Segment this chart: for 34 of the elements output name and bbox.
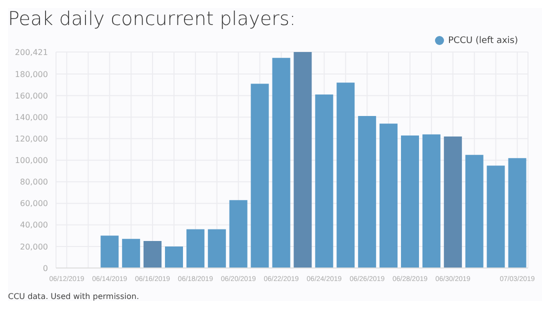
bar xyxy=(186,229,204,268)
y-tick-label: 160,000 xyxy=(14,91,48,100)
bar xyxy=(400,135,419,268)
bar xyxy=(144,241,162,268)
bar xyxy=(508,158,526,268)
text: CCU data. Used with permission. xyxy=(8,292,140,301)
bar xyxy=(208,229,226,268)
bar xyxy=(250,84,269,268)
bar xyxy=(100,236,119,268)
bar xyxy=(315,94,334,268)
bar xyxy=(380,124,398,268)
bar xyxy=(444,136,462,268)
bar xyxy=(294,52,312,268)
y-tick-label: 140,000 xyxy=(14,112,48,122)
bar xyxy=(486,166,505,268)
y-tick-label: 120,000 xyxy=(14,134,48,144)
bar xyxy=(358,116,376,268)
bar xyxy=(272,58,290,268)
bar xyxy=(422,134,440,268)
y-tick-label: 60,000 xyxy=(20,199,48,208)
y-tick-label: 20,000 xyxy=(20,242,48,252)
legend-label: PCCU (left axis) xyxy=(448,36,518,46)
bar xyxy=(465,154,484,268)
y-tick-label: 80,000 xyxy=(20,178,48,187)
bar xyxy=(164,246,183,268)
y-tick-label: 100,000 xyxy=(14,156,48,166)
bar xyxy=(336,82,355,268)
bar xyxy=(122,238,140,268)
y-tick-label: 200,421 xyxy=(14,48,48,57)
y-tick-label: 180,000 xyxy=(14,70,48,79)
bar xyxy=(229,200,248,268)
y-tick-label: 0 xyxy=(42,264,48,273)
y-tick-label: 40,000 xyxy=(20,220,48,230)
chart-title: Peak daily concurrent players: xyxy=(8,8,296,30)
